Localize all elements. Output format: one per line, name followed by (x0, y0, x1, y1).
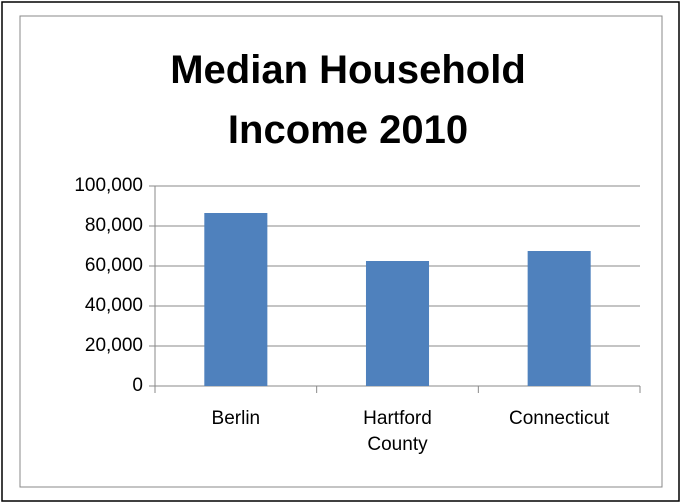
y-tick-label: 40,000 (85, 295, 143, 316)
x-tick-label: Connecticut (508, 408, 610, 429)
bar (204, 213, 268, 386)
y-tick-label: 60,000 (85, 255, 143, 276)
chart-border (19, 15, 663, 488)
bar (527, 251, 591, 386)
y-tick-label: 20,000 (85, 335, 143, 356)
x-tick-label: Hartford County (363, 408, 432, 455)
bar (365, 261, 430, 386)
y-tick-label: 0 (132, 375, 143, 396)
y-tick-label: 80,000 (85, 215, 143, 236)
chart-title: Median Household Income 2010 (170, 48, 526, 152)
x-tick-label: Berlin (211, 408, 261, 429)
y-tick-label: 100,000 (74, 175, 143, 196)
